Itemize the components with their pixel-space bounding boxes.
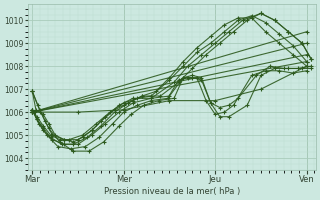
X-axis label: Pression niveau de la mer( hPa ): Pression niveau de la mer( hPa ) [104, 187, 240, 196]
